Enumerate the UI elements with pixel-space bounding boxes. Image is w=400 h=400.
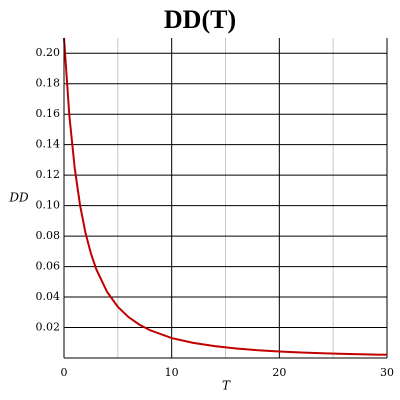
y-axis-label: DD <box>8 191 29 205</box>
grid <box>63 38 388 358</box>
y-tick-label: 0.04 <box>36 290 61 303</box>
chart-title: DD(T) <box>164 5 236 34</box>
y-tick-label: 0.02 <box>36 321 61 334</box>
y-tick-label: 0.10 <box>36 199 61 212</box>
x-tick-label: 30 <box>380 366 394 379</box>
y-tick-label: 0.06 <box>36 260 61 273</box>
y-tick-label: 0.14 <box>36 138 61 151</box>
data-line <box>63 37 388 356</box>
x-axis-label: T <box>222 379 231 393</box>
x-tick-label: 20 <box>272 366 286 379</box>
y-tick-label: 0.08 <box>36 229 61 242</box>
y-tick-label: 0.12 <box>36 168 61 181</box>
y-tick-label: 0.20 <box>36 46 61 59</box>
x-tick-label: 0 <box>61 366 68 379</box>
y-tick-label: 0.16 <box>36 107 61 120</box>
plot-area <box>63 37 388 356</box>
y-tick-label: 0.18 <box>36 77 61 90</box>
x-tick-label: 10 <box>165 366 179 379</box>
